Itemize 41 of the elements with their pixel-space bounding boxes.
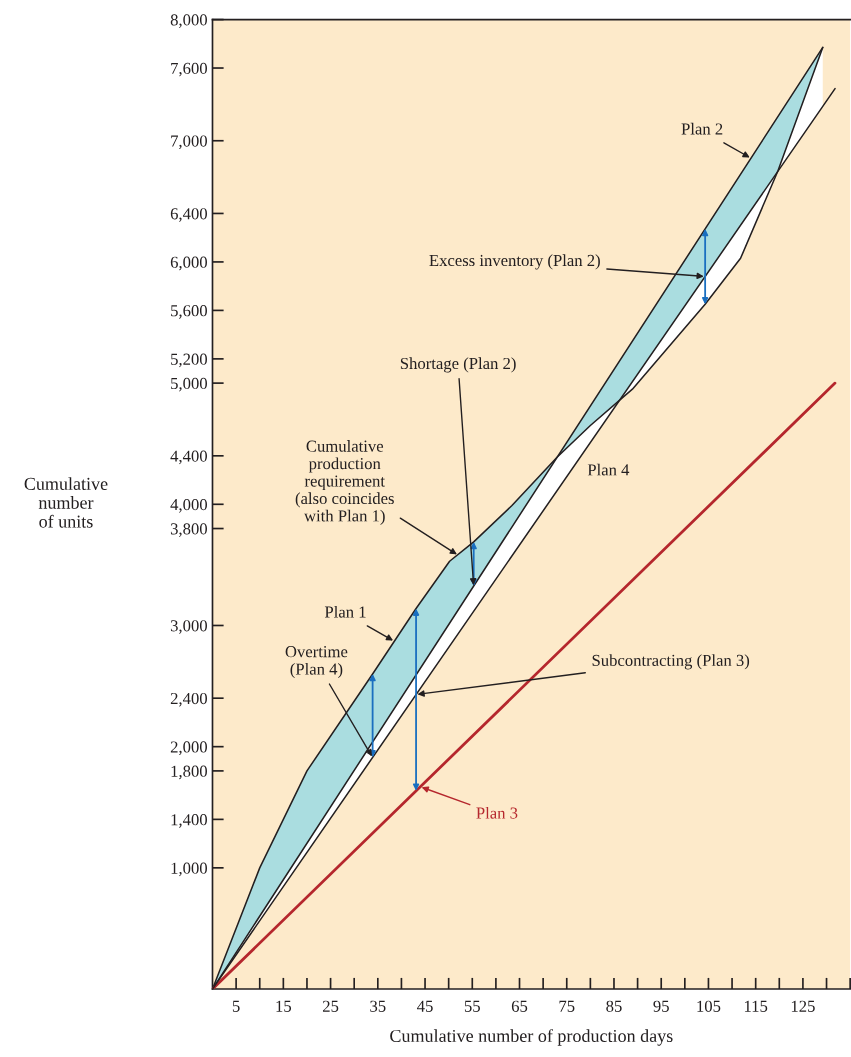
y-tick-label: 1,800 bbox=[171, 765, 207, 780]
y-tick-label: 2,400 bbox=[170, 692, 207, 707]
y-tick-label: 3,800 bbox=[170, 523, 207, 537]
y-tick-label: 5,200 bbox=[171, 353, 207, 368]
x-tick-label: 15 bbox=[276, 1000, 292, 1012]
y-tick-label: 5,000 bbox=[171, 377, 207, 392]
y-tick-label: 1,000 bbox=[171, 862, 207, 877]
x-tick-label: 75 bbox=[559, 1000, 575, 1012]
annotation: Shortage (Plan 2) bbox=[400, 357, 516, 373]
annotation: Excess inventory (Plan 2) bbox=[429, 254, 600, 270]
y-tick-label: 3,000 bbox=[170, 620, 207, 634]
x-tick-label: 65 bbox=[511, 1000, 528, 1012]
x-tick-label: 25 bbox=[322, 1000, 339, 1012]
y-tick-label: 2,000 bbox=[170, 741, 207, 756]
x-tick-label: 5 bbox=[232, 1000, 240, 1012]
x-tick-label: 55 bbox=[464, 1000, 480, 1012]
y-tick-label: 6,400 bbox=[170, 208, 207, 222]
y-tick-label: 7,600 bbox=[171, 62, 207, 77]
annotation: Cumulative production requirement (also coincides with Plan 1) bbox=[295, 440, 394, 525]
x-tick-label: 35 bbox=[370, 1000, 386, 1012]
x-tick-label: 85 bbox=[606, 1000, 622, 1012]
y-tick-label: 6,000 bbox=[170, 256, 207, 271]
y-tick-label: 8,000 bbox=[170, 14, 207, 28]
x-tick-label: 95 bbox=[653, 1000, 669, 1012]
annotation: Subcontracting (Plan 3) bbox=[592, 654, 750, 670]
y-tick-label: 4,000 bbox=[170, 498, 207, 513]
x-tick-label: 105 bbox=[697, 1000, 721, 1012]
x-tick-label: 115 bbox=[744, 1000, 768, 1012]
x-tick-label: 45 bbox=[417, 1000, 433, 1012]
y-tick-label: 7,000 bbox=[171, 135, 207, 150]
text: Plan 2 bbox=[681, 122, 723, 135]
annotation: Overtime (Plan 4) bbox=[285, 646, 348, 679]
text: Plan 1 bbox=[324, 605, 366, 618]
series-label: Plan 4 bbox=[587, 463, 630, 476]
y-tick-label: 4,400 bbox=[170, 450, 207, 465]
text: Plan 3 bbox=[476, 806, 518, 819]
y-tick-label: 5,600 bbox=[171, 305, 207, 319]
x-axis-title: Cumulative number of production days bbox=[390, 1029, 673, 1046]
y-tick-label: 1,400 bbox=[171, 814, 207, 828]
x-tick-label: 125 bbox=[791, 1000, 815, 1012]
y-axis-title: Cumulative number of units bbox=[24, 477, 108, 528]
